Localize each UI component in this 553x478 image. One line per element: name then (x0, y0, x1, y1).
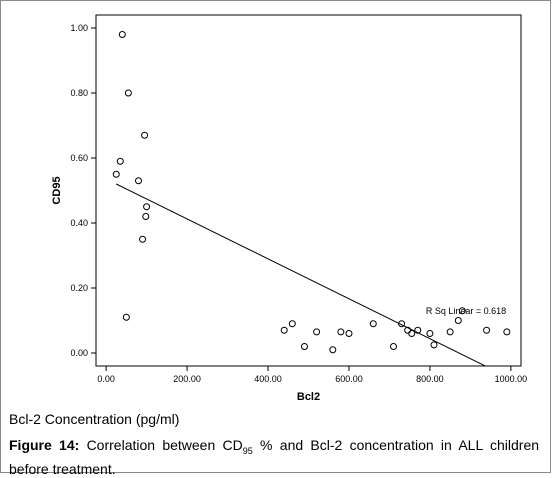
regression-line (116, 183, 487, 366)
data-point (345, 330, 353, 337)
data-point (142, 213, 150, 220)
data-point (139, 235, 147, 243)
x-axis-ticks: 0.00 200.00 400.00 600.00 800.00 1000.00 (97, 366, 527, 384)
x-tick-label: 0.00 (97, 374, 115, 384)
plot-contents (112, 31, 511, 366)
caption-text-end: % and Bcl-2 concentration in ALL childre… (9, 437, 540, 477)
x-tick-label: 400.00 (254, 374, 282, 384)
y-axis-ticks: 0.00 0.20 0.40 0.60 0.80 1.00 (70, 23, 96, 358)
data-point (280, 326, 288, 334)
data-point (458, 307, 466, 315)
data-point (135, 177, 142, 185)
data-point (454, 317, 462, 324)
x-tick-label: 800.00 (416, 374, 444, 384)
data-point (288, 320, 296, 328)
data-point (426, 330, 434, 337)
x-tick-label: 200.00 (173, 374, 201, 384)
point-layer (112, 31, 511, 354)
plot-area (95, 14, 522, 367)
data-point (390, 343, 397, 350)
y-tick-label: 0.20 (70, 283, 88, 293)
caption-text-start: Correlation between CD (79, 437, 243, 453)
data-point (329, 346, 337, 354)
fit-layer (116, 183, 487, 366)
data-point (112, 170, 120, 178)
data-point (143, 203, 151, 211)
data-point (369, 320, 377, 328)
caption-figure-number: Figure 14: (9, 437, 80, 453)
data-point (122, 313, 130, 321)
data-point (118, 31, 126, 38)
data-point (398, 320, 406, 328)
data-point (141, 131, 149, 139)
data-point (430, 341, 438, 349)
y-tick-label: 0.80 (70, 88, 88, 98)
caption-subscript: 95 (242, 445, 253, 456)
y-axis-title: CD95 (51, 176, 63, 204)
data-point (503, 328, 511, 336)
data-point (408, 330, 416, 337)
y-tick-label: 1.00 (70, 23, 88, 33)
concentration-label: Bcl-2 Concentration (pg/ml) (9, 411, 180, 427)
x-tick-label: 1000.00 (495, 374, 528, 384)
data-point (446, 328, 454, 336)
data-point (116, 157, 124, 165)
y-tick-label: 0.60 (70, 153, 88, 163)
y-tick-label: 0.00 (70, 348, 88, 358)
data-point (414, 326, 422, 334)
x-axis-title: Bcl2 (297, 391, 320, 403)
x-tick-label: 600.00 (335, 374, 363, 384)
data-point (483, 326, 491, 334)
scatter-plot: 0.00 200.00 400.00 600.00 800.00 1000.00 0.00… (51, 14, 527, 403)
y-tick-label: 0.40 (70, 218, 88, 228)
data-point (124, 89, 132, 97)
data-point (337, 328, 345, 336)
r-squared-annotation: R Sq Linear = 0.618 (426, 306, 506, 316)
data-point (313, 328, 321, 336)
data-point (300, 343, 308, 350)
figure-caption: Figure 14: Correlation between CD95 % an… (9, 436, 539, 478)
